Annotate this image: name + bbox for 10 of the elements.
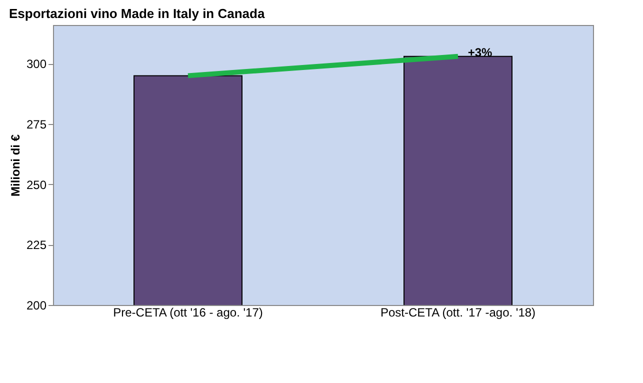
x-tick-label: Post-CETA (ott. '17 -ago. '18) — [380, 306, 536, 320]
y-tick-label: 300 — [26, 57, 47, 72]
annotation: +3% — [468, 45, 492, 60]
y-tick-label: 225 — [26, 238, 47, 252]
y-tick-label: 200 — [26, 298, 47, 312]
x-tick-label: Pre-CETA (ott '16 - ago. '17) — [113, 306, 263, 320]
y-tick-label: 275 — [26, 117, 47, 132]
y-tick-label: 250 — [26, 178, 47, 192]
chart-title: Esportazioni vino Made in Italy in Canada — [8, 6, 266, 21]
y-axis-title: Milioni di € — [8, 134, 22, 196]
